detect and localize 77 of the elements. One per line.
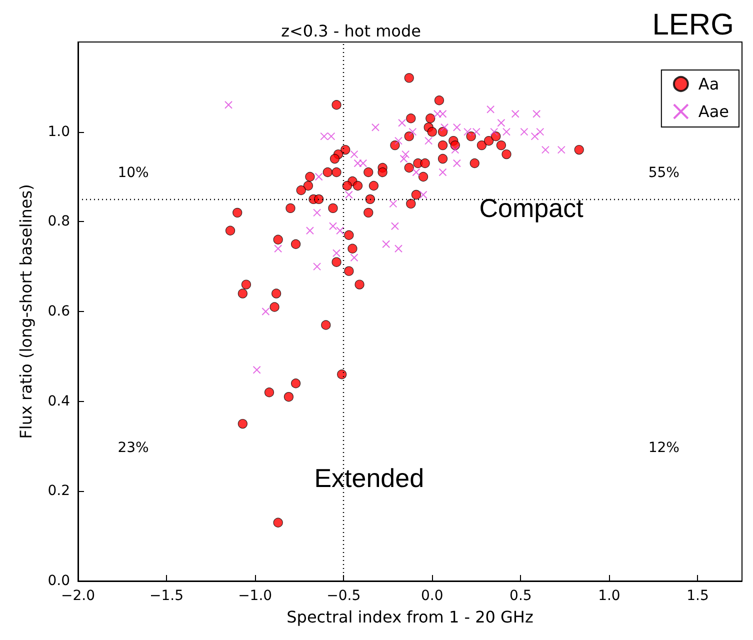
- point: [452, 123, 461, 132]
- point: [408, 128, 417, 136]
- annotation: 23%: [118, 440, 149, 456]
- point: [502, 128, 510, 136]
- point: [224, 100, 233, 109]
- point: [438, 168, 447, 176]
- point: [464, 128, 472, 136]
- point: [536, 128, 544, 136]
- chart-title: z<0.3 - hot mode: [281, 22, 421, 40]
- point: [314, 172, 323, 181]
- point: [382, 240, 390, 248]
- point: [327, 132, 336, 140]
- point: [557, 146, 566, 154]
- point: [402, 150, 410, 158]
- point: [486, 105, 495, 114]
- y-axis-title: Flux ratio (long-short baselines): [16, 184, 36, 439]
- point: [394, 244, 402, 253]
- point: [328, 222, 337, 230]
- point: [541, 146, 550, 154]
- annotation: Compact: [479, 193, 584, 223]
- annotation: 55%: [648, 165, 680, 181]
- point: [371, 123, 380, 132]
- x-tick-label: −1.5: [150, 588, 184, 604]
- legend-label: Aae: [698, 102, 729, 121]
- point: [306, 226, 314, 235]
- annotation: 10%: [118, 165, 149, 181]
- x-tick-label: −1.0: [238, 588, 272, 604]
- point: [433, 110, 442, 118]
- point: [490, 128, 498, 136]
- point: [424, 136, 433, 145]
- x-tick-label: 1.5: [686, 588, 709, 604]
- point: [332, 249, 341, 258]
- point: [350, 254, 358, 262]
- point: [320, 132, 328, 140]
- point: [359, 159, 368, 168]
- x-axis-title: Spectral index from 1 - 20 GHz: [286, 608, 534, 626]
- x-tick-label: −2.0: [61, 588, 95, 604]
- point: [398, 118, 406, 127]
- y-tick-label: 0.6: [48, 304, 70, 320]
- point: [452, 159, 461, 168]
- point: [344, 190, 353, 199]
- point: [389, 200, 398, 208]
- point: [274, 244, 282, 253]
- point: [336, 226, 344, 235]
- point: [438, 110, 447, 118]
- y-tick-label: 0.8: [48, 214, 70, 230]
- text: LERG: [652, 8, 734, 42]
- x-tick-label: −0.5: [326, 588, 361, 604]
- point: [419, 190, 428, 199]
- point: [532, 110, 541, 118]
- point: [440, 123, 449, 132]
- y-tick-label: 1.0: [48, 124, 70, 140]
- annotation: 12%: [648, 440, 680, 456]
- point: [400, 154, 408, 163]
- x-tick-label: 0.0: [421, 588, 444, 604]
- point: [313, 208, 322, 217]
- x-tick-label: 0.5: [510, 588, 532, 604]
- point: [390, 222, 399, 230]
- point: [394, 136, 402, 145]
- point: [530, 132, 539, 140]
- y-tick-label: 0.4: [48, 393, 70, 410]
- point: [451, 146, 460, 154]
- point: [497, 118, 506, 127]
- point: [412, 168, 420, 176]
- point: [520, 128, 528, 136]
- point: [313, 262, 322, 271]
- y-tick-label: 0.2: [48, 483, 70, 500]
- point: [262, 308, 270, 316]
- legend-label: Aa: [698, 74, 720, 94]
- point: [511, 110, 520, 118]
- point: [472, 128, 480, 136]
- point: [252, 366, 261, 374]
- x-tick-label: 1.0: [598, 588, 620, 604]
- annotation: Extended: [314, 463, 424, 493]
- point: [354, 159, 362, 168]
- y-tick-label: 0.0: [48, 573, 70, 589]
- point: [350, 150, 358, 158]
